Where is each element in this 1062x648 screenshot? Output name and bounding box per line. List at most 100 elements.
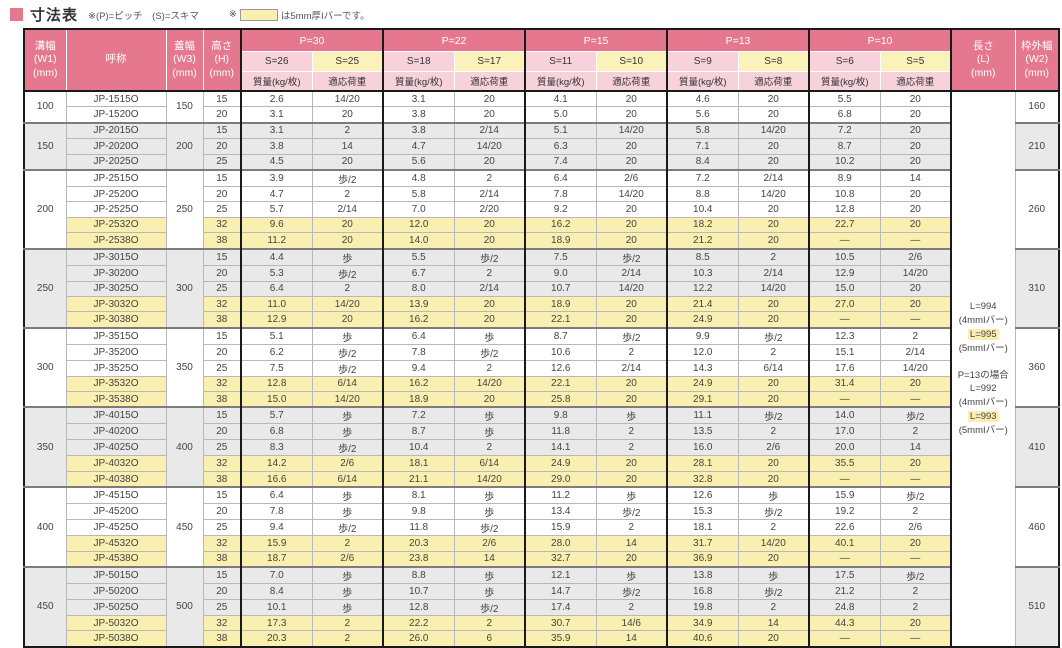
cell-value: 2/20 [453, 201, 526, 218]
cell-value: 歩 [311, 583, 384, 601]
s-header-4mm: S=26 [240, 51, 313, 72]
table-row: JP-4525O 25 9.4 歩/2 11.8 歩/2 15.9 2 18.1 2 22.6 2/6 [24, 519, 1059, 537]
cell-value: 12.0 [666, 343, 739, 361]
cell-name: JP-5032O [65, 615, 167, 632]
s-header-4mm: S=6 [808, 51, 881, 72]
cell-value: 35.5 [808, 455, 881, 472]
cell-value: 22.1 [524, 375, 597, 393]
cell-w1: 250 [23, 247, 67, 329]
cell-value: 9.0 [524, 264, 597, 282]
cell-value: 歩/2 [595, 326, 668, 345]
cell-value: 6.2 [240, 343, 313, 361]
cell-value: 15.9 [524, 519, 597, 537]
cell-value: 13.5 [666, 423, 739, 441]
cell-value: 22.6 [808, 519, 881, 537]
cell-value: 20 [311, 153, 384, 171]
cell-name: JP-2015O [65, 121, 167, 140]
cell-value: 歩/2 [311, 439, 384, 457]
cell-value: — [879, 232, 952, 250]
table-row: JP-4025O 25 8.3 歩/2 10.4 2 14.1 2 16.0 2/6 20.0 14 [24, 439, 1059, 457]
cell-value: 20 [737, 391, 810, 408]
table-row: 300 JP-3515O 350 15 5.1 歩 6.4 歩 8.7 歩/2 9.9 歩/2 12.3… [23, 326, 1060, 408]
table-row: JP-4532O 32 15.9 2 20.3 2/6 28.0 14 31.7 14/20 40.… [24, 535, 1059, 552]
cell-name: JP-1520O [65, 106, 167, 124]
pitch-header-p10: P=10 [808, 28, 952, 52]
cell-value: 2/6 [737, 439, 810, 457]
cell-value: 6/14 [453, 455, 526, 472]
cell-value: — [808, 630, 881, 648]
table-row: JP-3032O 32 11.0 14/20 13.9 20 18.9 20 21.4 20 27.… [24, 295, 1059, 313]
cell-value: 32.7 [524, 550, 597, 568]
cell-h: 32 [202, 455, 242, 472]
cell-name: JP-4538O [65, 550, 167, 568]
cell-value: 11.2 [524, 486, 597, 505]
cell-value: 16.8 [666, 583, 739, 601]
cell-value: 9.4 [240, 519, 313, 537]
legend-note-mark: ※ [228, 9, 237, 20]
cell-value: 6.3 [524, 138, 597, 155]
cell-value: 7.5 [524, 247, 597, 266]
cell-w2: 260 [1014, 168, 1060, 250]
cell-h: 38 [202, 470, 242, 488]
cell-value: 12.8 [808, 201, 881, 218]
cell-h: 20 [202, 264, 242, 282]
cell-value: 2 [453, 168, 526, 187]
cell-value: 15.9 [240, 535, 313, 552]
cell-value: 3.8 [382, 106, 455, 124]
cell-value: 20 [453, 391, 526, 408]
cell-w1: 350 [23, 406, 67, 488]
table-row: 250 JP-3015O 300 15 4.4 歩 5.5 歩/2 7.5 歩/2 8.5 2 10.5… [23, 247, 1060, 329]
cell-value: 10.6 [524, 343, 597, 361]
cell-name: JP-4032O [65, 455, 167, 472]
table-row: 450 JP-5015O 500 15 7.0 歩 8.8 歩 12.1 歩 13.8 歩 17.5 歩/… [23, 566, 1060, 648]
legend-pitch-note: ※(P)=ピッチ (S)=スキマ [88, 10, 199, 22]
cell-value: 6/14 [311, 375, 384, 393]
cell-value: 歩/2 [595, 503, 668, 521]
cell-value: 11.1 [666, 406, 739, 425]
cell-value: 歩/2 [595, 583, 668, 601]
load-header: 適応荷重 [879, 71, 952, 92]
cell-value: 2/14 [453, 280, 526, 297]
cell-value: 14/20 [737, 280, 810, 297]
cell-value: 7.0 [240, 566, 313, 585]
cell-h: 15 [202, 486, 242, 505]
cell-name: JP-2520O [65, 185, 167, 203]
cell-value: 20 [879, 615, 952, 632]
cell-value: 歩 [311, 566, 384, 585]
cell-value: 14/20 [737, 535, 810, 552]
cell-name: JP-4020O [65, 423, 167, 441]
cell-name: JP-3020O [65, 264, 167, 282]
cell-value: 8.0 [382, 280, 455, 297]
cell-value: 10.8 [808, 185, 881, 203]
cell-w3: 200 [165, 121, 204, 171]
cell-value: 歩/2 [311, 519, 384, 537]
cell-value: 歩/2 [453, 343, 526, 361]
load-header: 適応荷重 [453, 71, 526, 92]
cell-value: 23.8 [382, 550, 455, 568]
cell-name: JP-3515O [65, 326, 167, 345]
cell-value: 12.0 [382, 216, 455, 234]
cell-value: 歩/2 [737, 503, 810, 521]
cell-value: 14/20 [595, 121, 668, 140]
cell-value: 2 [737, 519, 810, 537]
cell-value: 24.9 [666, 311, 739, 329]
cell-value: 5.8 [382, 185, 455, 203]
cell-w3: 350 [165, 326, 204, 408]
cell-value: 12.6 [666, 486, 739, 505]
cell-value: 歩 [311, 599, 384, 617]
cell-h: 32 [202, 295, 242, 313]
cell-h: 25 [202, 439, 242, 457]
table-row: JP-4032O 32 14.2 2/6 18.1 6/14 24.9 20 28.1 20 35.… [24, 455, 1059, 472]
cell-value: 6.4 [382, 326, 455, 345]
cell-value: 26.0 [382, 630, 455, 648]
cell-value: 5.1 [240, 326, 313, 345]
cell-value: 9.2 [524, 201, 597, 218]
cell-value: 14/20 [737, 185, 810, 203]
cell-value: 22.2 [382, 615, 455, 632]
cell-value: 5.5 [382, 247, 455, 266]
cell-value: 21.4 [666, 295, 739, 313]
cell-value: 20 [879, 121, 952, 140]
cell-value: 3.9 [240, 168, 313, 187]
cell-value: 20 [453, 295, 526, 313]
cell-value: 14 [737, 615, 810, 632]
